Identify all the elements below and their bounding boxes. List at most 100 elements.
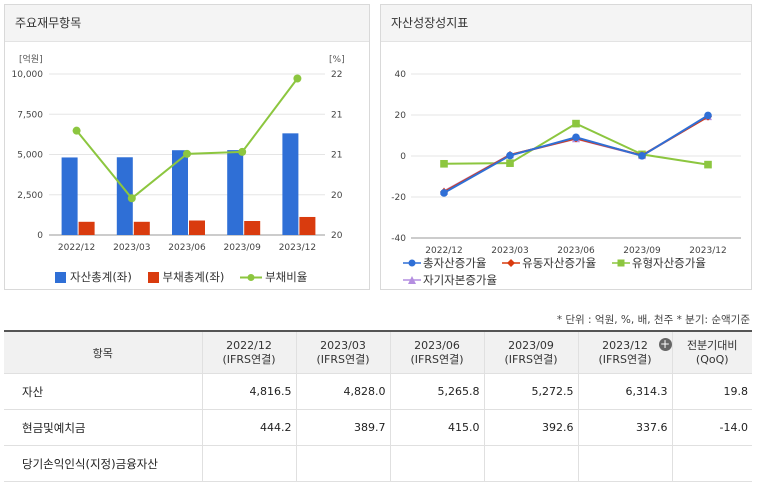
period-header: 2023/09 (IFRS연결) — [483, 330, 578, 374]
x-tick-label: 2023/06 — [168, 243, 206, 253]
panel-title: 자산성장성지표 — [381, 5, 751, 42]
item-header: 항목 — [4, 330, 202, 374]
right-axis-unit: [%] — [329, 55, 345, 65]
x-tick-label: 2023/12 — [279, 243, 316, 253]
right-tick-label: 20 — [331, 191, 343, 201]
legend-equity-growth[interactable]: 자기자본증가율 — [403, 272, 497, 288]
legend-current-assets-growth[interactable]: 유동자산증가율 — [502, 255, 596, 271]
qoq-value: -14.0 — [671, 409, 752, 446]
x-tick-label: 2023/09 — [224, 243, 262, 253]
panel-title: 주요재무항목 — [5, 5, 369, 42]
debt-ratio-point — [127, 194, 136, 203]
qoq-header: 전분기대비 (QoQ) — [671, 330, 752, 374]
asset-bar — [61, 157, 78, 235]
liability-bar — [244, 220, 261, 235]
debt-ratio-point — [238, 147, 247, 156]
qoq-value — [671, 445, 752, 482]
x-tick-label: 2023/03 — [491, 246, 528, 254]
legend-label: 자산총계(좌) — [70, 270, 132, 284]
growth-point — [506, 159, 514, 167]
growth-series-line — [443, 115, 709, 193]
chart2-legend: 총자산증가율 유동자산증가율 유형자산증가율 자기자본증가율 — [403, 255, 748, 289]
x-tick-label: 2023/12 — [689, 246, 726, 254]
row-label: 현금및예치금 — [4, 409, 202, 446]
left-tick-label: 2,500 — [17, 191, 43, 201]
liability-bar — [189, 220, 205, 235]
expand-plus-icon[interactable]: + — [658, 337, 672, 351]
period-header: 2023/12 (IFRS연결) + — [577, 330, 672, 374]
cell-value: 5,272.5 — [483, 373, 578, 410]
left-axis-unit: [억원] — [19, 53, 43, 65]
unit-note: * 단위 : 억원, %, 배, 천주 * 분기: 순액기준 — [556, 314, 750, 326]
legend-label: 총자산증가율 — [423, 256, 487, 270]
liability-bar — [133, 221, 150, 235]
asset-bar — [172, 150, 188, 235]
right-tick-label: 21 — [331, 151, 342, 161]
x-tick-label: 2022/12 — [58, 243, 95, 253]
right-tick-label: 21 — [331, 110, 342, 120]
cell-value — [295, 445, 390, 482]
chart1-legend: 자산총계(좌) 부채총계(좌) 부채비율 — [55, 269, 319, 286]
left-tick-label: 10,000 — [12, 70, 44, 80]
legend-label: 부채총계(좌) — [162, 270, 225, 284]
major-financials-chart: [억원] [%]10,0007,5005,0002,500022212120202… — [12, 53, 345, 253]
growth-point — [572, 119, 580, 128]
cell-value: 444.2 — [201, 409, 296, 446]
legend-tangible-assets-growth[interactable]: 유형자산증가율 — [611, 255, 706, 271]
left-tick-label: 5,000 — [17, 151, 43, 161]
row-label: 자산 — [4, 373, 202, 410]
right-tick-label: 20 — [331, 231, 343, 241]
y-tick-label: 0 — [400, 152, 406, 162]
left-tick-label: 0 — [37, 231, 43, 241]
cell-value: 392.6 — [483, 409, 578, 446]
legend-assets[interactable]: 자산총계(좌) — [55, 269, 132, 285]
cell-value: 337.6 — [577, 409, 672, 446]
legend-label: 부채비율 — [265, 270, 308, 284]
line-marker-icon — [403, 276, 421, 284]
y-tick-label: 20 — [395, 111, 407, 121]
cell-value — [577, 445, 672, 482]
asset-bar — [116, 157, 133, 235]
legend-total-assets-growth[interactable]: 총자산증가율 — [403, 255, 486, 271]
x-tick-label: 2023/06 — [557, 246, 595, 254]
x-tick-label: 2022/12 — [425, 246, 462, 254]
cell-value: 4,816.5 — [201, 373, 296, 410]
table-row[interactable]: 현금및예치금 444.2 389.7 415.0 392.6 337.6 -14… — [4, 409, 752, 446]
cell-value — [483, 445, 578, 482]
cell-value — [389, 445, 484, 482]
legend-liabilities[interactable]: 부채총계(좌) — [147, 269, 225, 285]
table-row[interactable]: 자산 4,816.5 4,828.0 5,265.8 5,272.5 6,314… — [4, 373, 752, 410]
row-label: 당기손익인식(지정)금융자산 — [4, 445, 202, 482]
debt-ratio-point — [72, 126, 81, 135]
table-header-row: 항목 2022/12 (IFRS연결) 2023/03 (IFRS연결) 2023/… — [4, 330, 752, 374]
cell-value: 389.7 — [295, 409, 390, 446]
line-marker-icon — [502, 259, 521, 267]
asset-growth-panel: 자산성장성지표 40 20 0 -20 -40 2022/12 2023/03 2023/06… — [380, 4, 752, 290]
table-row[interactable]: 당기손익인식(지정)금융자산 — [4, 445, 752, 482]
right-tick-label: 22 — [331, 70, 342, 80]
growth-point — [506, 151, 514, 160]
asset-bar — [282, 133, 299, 235]
growth-point — [638, 151, 646, 160]
growth-point — [704, 111, 712, 120]
growth-point — [440, 159, 448, 168]
line-marker-icon — [611, 259, 630, 267]
cell-value: 415.0 — [389, 409, 484, 446]
debt-ratio-point — [183, 149, 191, 158]
cell-value — [201, 445, 296, 482]
liability-bar — [78, 221, 95, 235]
x-tick-label: 2023/09 — [623, 246, 661, 254]
period-header: 2023/03 (IFRS연결) — [295, 330, 390, 374]
liability-bar — [299, 216, 316, 235]
growth-point — [440, 189, 448, 197]
line-marker-icon — [403, 259, 421, 267]
legend-label: 유동자산증가율 — [522, 256, 597, 270]
cell-value: 5,265.8 — [389, 373, 484, 410]
legend-debt-ratio[interactable]: 부채비율 — [240, 269, 307, 285]
period-header: 2022/12 (IFRS연결) — [201, 330, 296, 374]
y-tick-label: -40 — [391, 234, 406, 244]
legend-label: 유형자산증가율 — [631, 256, 706, 270]
growth-series-line — [443, 115, 709, 193]
y-tick-label: -20 — [391, 193, 406, 203]
cell-value: 4,828.0 — [295, 373, 390, 410]
